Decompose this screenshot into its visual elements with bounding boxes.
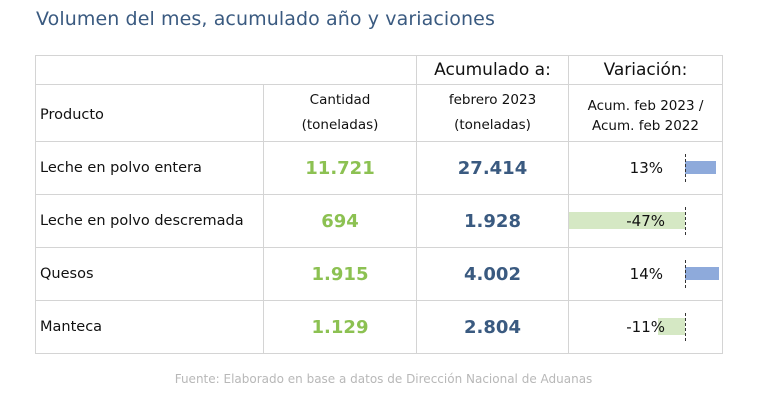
accumulated-value: 1.928 bbox=[416, 194, 569, 248]
quantity-value: 1.915 bbox=[263, 247, 417, 301]
accumulated-value: 4.002 bbox=[416, 247, 569, 301]
header-quantity-line1: Cantidad bbox=[309, 92, 371, 108]
variation-bar bbox=[685, 267, 719, 280]
variation-axis bbox=[685, 207, 686, 235]
accumulated-value: 2.804 bbox=[416, 300, 569, 354]
variation-axis bbox=[685, 313, 686, 341]
quantity-value: 11.721 bbox=[263, 141, 417, 195]
variation-bar bbox=[685, 161, 716, 174]
quantity-value: 1.129 bbox=[263, 300, 417, 354]
variation-bar bbox=[658, 318, 685, 335]
header-variation-title: Variación: bbox=[568, 55, 723, 85]
variation-axis bbox=[685, 154, 686, 182]
table-row: Quesos 1.915 4.002 14% bbox=[35, 247, 723, 301]
product-name: Leche en polvo descremada bbox=[35, 194, 264, 248]
quantity-value: 694 bbox=[263, 194, 417, 248]
header-quantity-line2: (toneladas) bbox=[301, 117, 379, 133]
variation-percent: -47% bbox=[626, 212, 665, 230]
variation-cell: 13% bbox=[568, 141, 723, 195]
product-name: Quesos bbox=[35, 247, 264, 301]
table-row: Leche en polvo entera 11.721 27.414 13% bbox=[35, 141, 723, 195]
variation-bar bbox=[569, 212, 685, 229]
variation-axis bbox=[685, 260, 686, 288]
product-name: Manteca bbox=[35, 300, 264, 354]
variation-cell: -47% bbox=[568, 194, 723, 248]
variation-cell: 14% bbox=[568, 247, 723, 301]
header-accum-line2: (toneladas) bbox=[454, 117, 531, 133]
variation-percent: 14% bbox=[629, 265, 663, 283]
page-title: Volumen del mes, acumulado año y variaci… bbox=[36, 8, 495, 30]
header-accum-title: Acumulado a: bbox=[416, 55, 569, 85]
accumulated-value: 27.414 bbox=[416, 141, 569, 195]
variation-percent: 13% bbox=[629, 159, 663, 177]
variation-percent: -11% bbox=[626, 318, 665, 336]
header-variation-line2: Acum. feb 2022 bbox=[592, 118, 699, 134]
header-accum: febrero 2023 (toneladas) bbox=[416, 84, 569, 142]
source-note: Fuente: Elaborado en base a datos de Dir… bbox=[174, 372, 593, 386]
table-row: Leche en polvo descremada 694 1.928 -47% bbox=[35, 194, 723, 248]
header-blank bbox=[35, 55, 417, 85]
header-variation-line1: Acum. feb 2023 / bbox=[587, 98, 704, 114]
header-variation: Acum. feb 2023 / Acum. feb 2022 bbox=[568, 84, 723, 142]
header-product: Producto bbox=[35, 84, 264, 142]
header-accum-line1: febrero 2023 bbox=[448, 92, 537, 108]
table-row: Manteca 1.129 2.804 -11% bbox=[35, 300, 723, 354]
volume-table: Acumulado a: Variación: Producto Cantida… bbox=[35, 55, 723, 354]
variation-cell: -11% bbox=[568, 300, 723, 354]
header-quantity: Cantidad (toneladas) bbox=[263, 84, 417, 142]
product-name: Leche en polvo entera bbox=[35, 141, 264, 195]
